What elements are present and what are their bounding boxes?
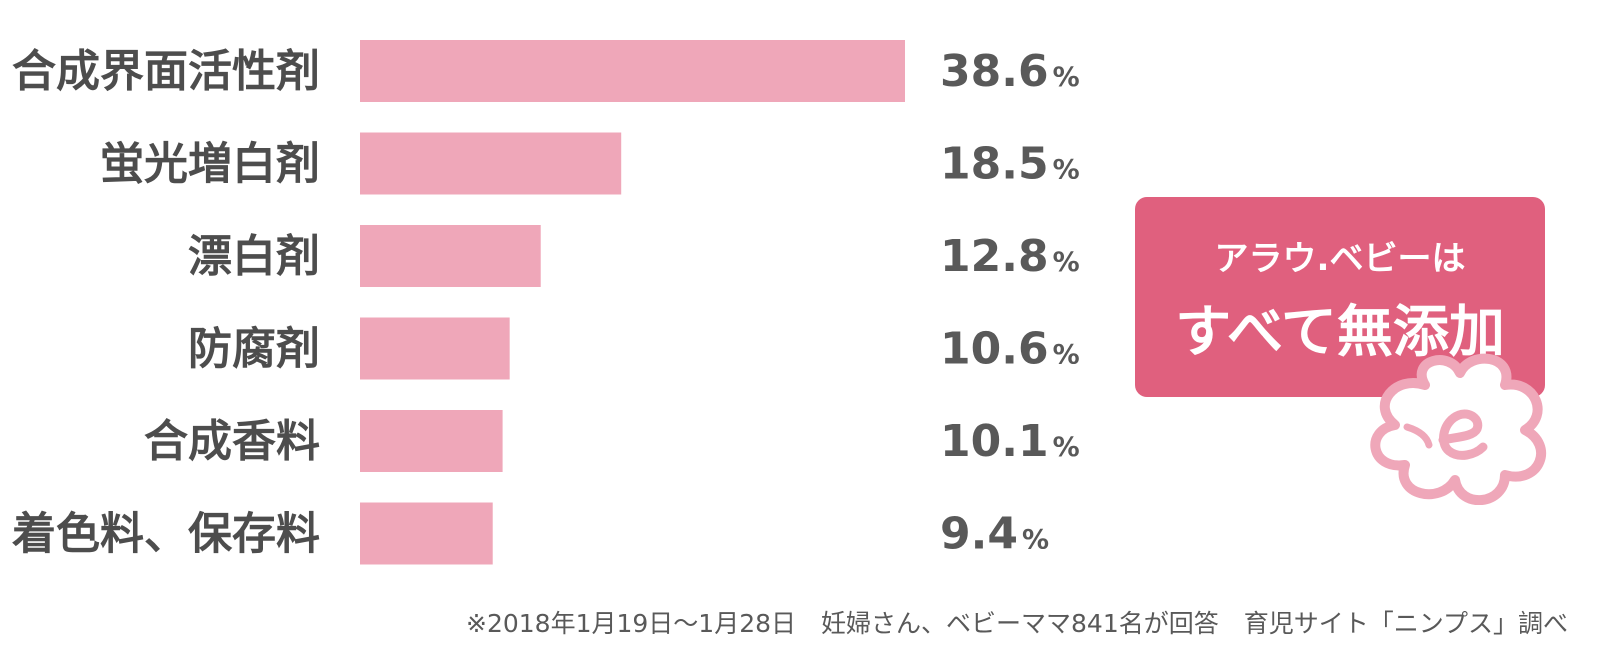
value-unit: % — [1053, 432, 1080, 463]
category-label: 防腐剤 — [188, 324, 320, 375]
additive-free-callout: アラウ.ベビーは すべて無添加 — [1135, 197, 1545, 397]
bar — [360, 502, 493, 565]
value-unit: % — [1053, 340, 1080, 371]
brand-logo-icon — [1370, 353, 1547, 505]
bar — [360, 410, 503, 472]
category-label: 漂白剤 — [188, 231, 320, 282]
bar — [360, 132, 622, 195]
value-number: 10.1 — [940, 416, 1049, 467]
value-number: 18.5 — [940, 139, 1049, 190]
survey-footnote: ※2018年1月19日〜1月28日 妊婦さん、ベビーママ841名が回答 育児サイ… — [466, 609, 1568, 638]
value-unit: % — [1053, 155, 1080, 186]
bar-chart: 合成界面活性剤 38.6 % 蛍光増白剤 18.5 % 漂白剤 12.8 % 防腐剤 10.6 % 合成… — [12, 40, 1080, 565]
value-unit: % — [1053, 62, 1080, 93]
bar — [360, 40, 905, 102]
value-number: 12.8 — [940, 231, 1049, 282]
value-unit: % — [1053, 247, 1080, 278]
value-number: 38.6 — [940, 46, 1049, 97]
bar — [360, 317, 510, 380]
category-label: 蛍光増白剤 — [100, 139, 320, 190]
value-unit: % — [1022, 525, 1049, 556]
value-number: 9.4 — [940, 509, 1018, 560]
value-label: 12.8% — [940, 231, 1080, 282]
callout-brand-text: アラウ.ベビーは — [1214, 239, 1466, 279]
category-label: 着色料、保存料 — [12, 509, 320, 560]
value-label: 10.1% — [940, 416, 1080, 467]
bar — [360, 225, 541, 287]
value-number: 10.6 — [940, 324, 1049, 375]
value-label: 18.5% — [940, 139, 1080, 190]
category-label: 合成香料 — [144, 416, 320, 467]
category-label: 合成界面活性剤 — [12, 46, 320, 97]
value-label: 9.4% — [940, 509, 1049, 560]
value-label: 38.6% — [940, 46, 1080, 97]
callout-headline: すべて無添加 — [1175, 300, 1505, 365]
value-label: 10.6% — [940, 324, 1080, 375]
